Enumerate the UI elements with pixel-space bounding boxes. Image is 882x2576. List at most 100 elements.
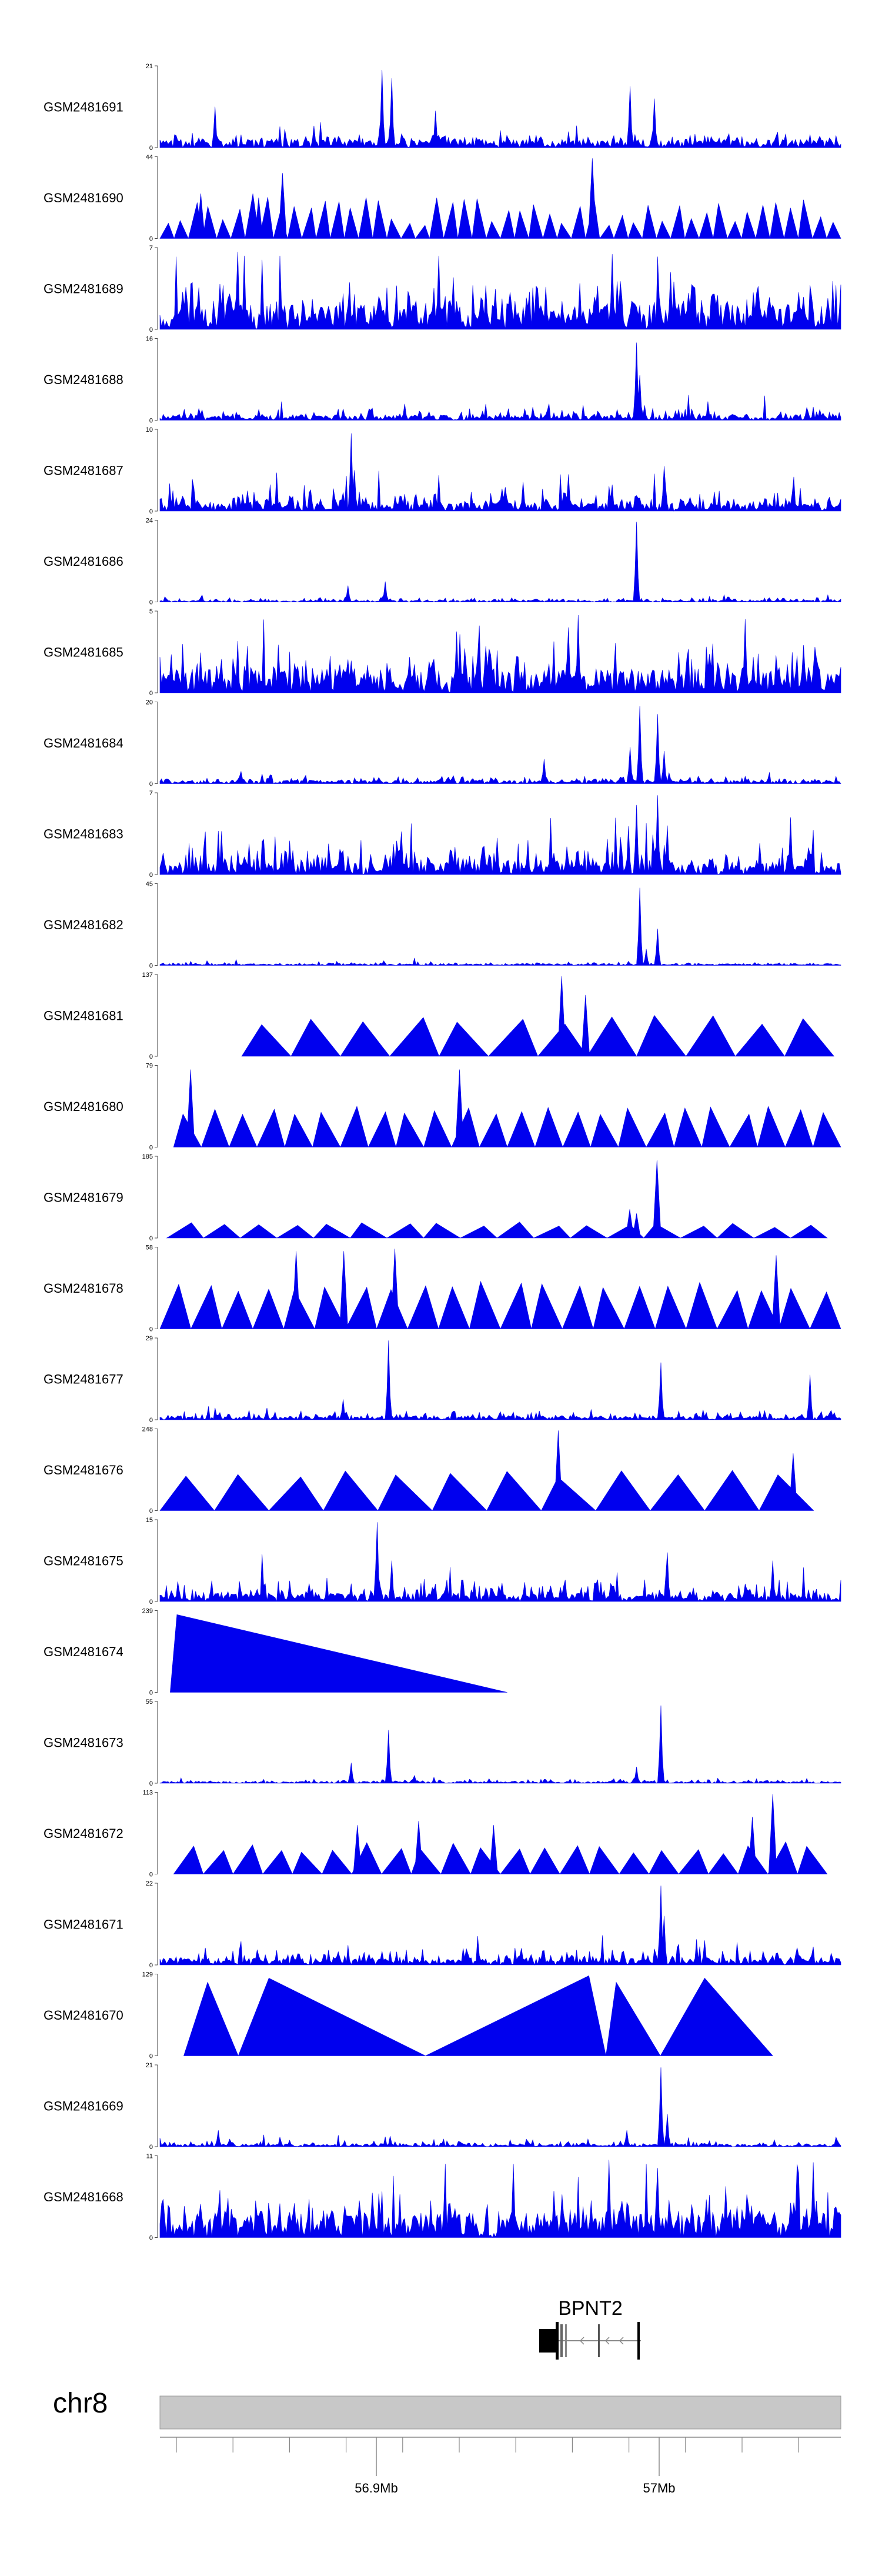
track-coverage-area — [159, 1886, 841, 1966]
track-coverage-area — [159, 522, 841, 602]
track-label: GSM2481672 — [44, 1826, 123, 1841]
track-label: GSM2481691 — [44, 100, 123, 115]
track-label: GSM2481668 — [44, 2190, 123, 2204]
gene-exon — [637, 2322, 640, 2360]
track-ymin-label: 0 — [149, 690, 153, 697]
track-ymax-label: 45 — [146, 881, 153, 888]
track-GSM2481679: GSM2481679 185 0 — [44, 1153, 828, 1242]
track-GSM2481672: GSM2481672 113 0 — [44, 1790, 828, 1878]
track-coverage-area — [170, 1614, 507, 1693]
track-GSM2481669: GSM2481669 21 0 — [44, 2062, 841, 2151]
track-ymax-label: 5 — [149, 608, 153, 615]
track-label: GSM2481689 — [44, 282, 123, 296]
track-coverage-area — [241, 976, 835, 1057]
chromosome-ideogram: chr8 — [53, 2388, 841, 2430]
track-ymin-label: 0 — [149, 1417, 153, 1424]
track-label: GSM2481671 — [44, 1917, 123, 1932]
track-ymax-label: 29 — [146, 1335, 153, 1342]
track-ymax-label: 129 — [142, 1971, 153, 1978]
track-ymin-label: 0 — [149, 2235, 153, 2242]
gene-exon — [560, 2324, 563, 2357]
track-GSM2481689: GSM2481689 7 0 — [44, 245, 841, 333]
track-GSM2481670: GSM2481670 129 0 — [44, 1971, 773, 2060]
track-coverage-area — [159, 251, 841, 330]
track-ymax-label: 10 — [146, 426, 153, 433]
track-ymax-label: 24 — [146, 518, 153, 525]
track-ymin-label: 0 — [149, 236, 153, 243]
track-coverage-area — [159, 433, 841, 512]
track-GSM2481674: GSM2481674 239 0 — [44, 1608, 507, 1697]
gene-model-bpnt2: BPNT2 — [539, 2297, 641, 2360]
track-coverage-area — [159, 1249, 841, 1329]
track-label: GSM2481683 — [44, 827, 123, 842]
track-label: GSM2481690 — [44, 191, 123, 205]
track-ymin-label: 0 — [149, 2144, 153, 2151]
track-label: GSM2481684 — [44, 736, 123, 750]
track-ymin-label: 0 — [149, 326, 153, 333]
track-GSM2481681: GSM2481681 137 0 — [44, 972, 835, 1060]
track-ymax-label: 44 — [146, 154, 153, 161]
track-coverage-area — [159, 795, 841, 875]
track-label: GSM2481678 — [44, 1281, 123, 1296]
track-ymin-label: 0 — [149, 508, 153, 515]
track-ymin-label: 0 — [149, 872, 153, 879]
track-ymax-label: 137 — [142, 972, 153, 979]
track-ymin-label: 0 — [149, 599, 153, 606]
track-ymin-label: 0 — [149, 2053, 153, 2060]
track-ymax-label: 20 — [146, 699, 153, 706]
coverage-tracks: GSM2481691210GSM2481690440GSM248168970GS… — [44, 63, 841, 2242]
track-coverage-area — [159, 887, 841, 966]
track-ymin-label: 0 — [149, 1780, 153, 1787]
genome-axis-tick-label: 57Mb — [643, 2481, 675, 2495]
track-coverage-area — [159, 69, 841, 148]
track-GSM2481688: GSM2481688 16 0 — [44, 336, 841, 425]
track-GSM2481691: GSM2481691 21 0 — [44, 63, 841, 152]
chromosome-band — [159, 2395, 841, 2430]
track-label: GSM2481680 — [44, 1099, 123, 1114]
track-GSM2481683: GSM2481683 7 0 — [44, 790, 841, 879]
track-label: GSM2481676 — [44, 1463, 123, 1477]
track-ymax-label: 55 — [146, 1699, 153, 1706]
track-coverage-area — [159, 706, 841, 785]
track-ymin-label: 0 — [149, 1690, 153, 1697]
track-ymax-label: 239 — [142, 1608, 153, 1615]
track-label: GSM2481675 — [44, 1554, 123, 1569]
track-coverage-area — [173, 1794, 828, 1874]
track-label: GSM2481673 — [44, 1736, 123, 1750]
track-label: GSM2481687 — [44, 463, 123, 478]
track-label: GSM2481670 — [44, 2008, 123, 2023]
track-GSM2481678: GSM2481678 58 0 — [44, 1244, 841, 1333]
track-GSM2481680: GSM2481680 79 0 — [44, 1063, 841, 1152]
track-coverage-area — [159, 1522, 841, 1602]
gene-utr-block — [539, 2329, 556, 2353]
genome-axis-minor-ticks — [176, 2437, 799, 2452]
track-ymin-label: 0 — [149, 1962, 153, 1969]
track-GSM2481684: GSM2481684 20 0 — [44, 699, 841, 788]
gene-exon — [598, 2324, 600, 2357]
track-ymin-label: 0 — [149, 1871, 153, 1878]
track-coverage-area — [159, 615, 841, 693]
track-label: GSM2481685 — [44, 645, 123, 660]
track-ymax-label: 7 — [149, 245, 153, 252]
track-coverage-area — [159, 158, 841, 239]
gene-strand-arrows — [579, 2337, 624, 2345]
track-coverage-area — [173, 1069, 841, 1147]
track-coverage-area — [159, 342, 841, 421]
track-label: GSM2481674 — [44, 1644, 123, 1659]
track-ymax-label: 16 — [146, 336, 153, 343]
track-label: GSM2481669 — [44, 2099, 123, 2114]
track-coverage-area — [159, 1430, 814, 1511]
track-coverage-area — [159, 1340, 841, 1420]
track-GSM2481673: GSM2481673 55 0 — [44, 1699, 841, 1787]
track-ymin-label: 0 — [149, 1508, 153, 1515]
track-ymax-label: 58 — [146, 1244, 153, 1252]
track-ymax-label: 248 — [142, 1426, 153, 1433]
track-GSM2481677: GSM2481677 29 0 — [44, 1335, 841, 1424]
track-coverage-area — [166, 1160, 828, 1239]
track-coverage-area — [159, 1705, 841, 1784]
track-ymax-label: 79 — [146, 1063, 153, 1070]
genome-axis-tick-label: 56.9Mb — [355, 2481, 397, 2495]
track-label: GSM2481686 — [44, 554, 123, 569]
track-label: GSM2481681 — [44, 1009, 123, 1023]
track-ymax-label: 21 — [146, 2062, 153, 2069]
